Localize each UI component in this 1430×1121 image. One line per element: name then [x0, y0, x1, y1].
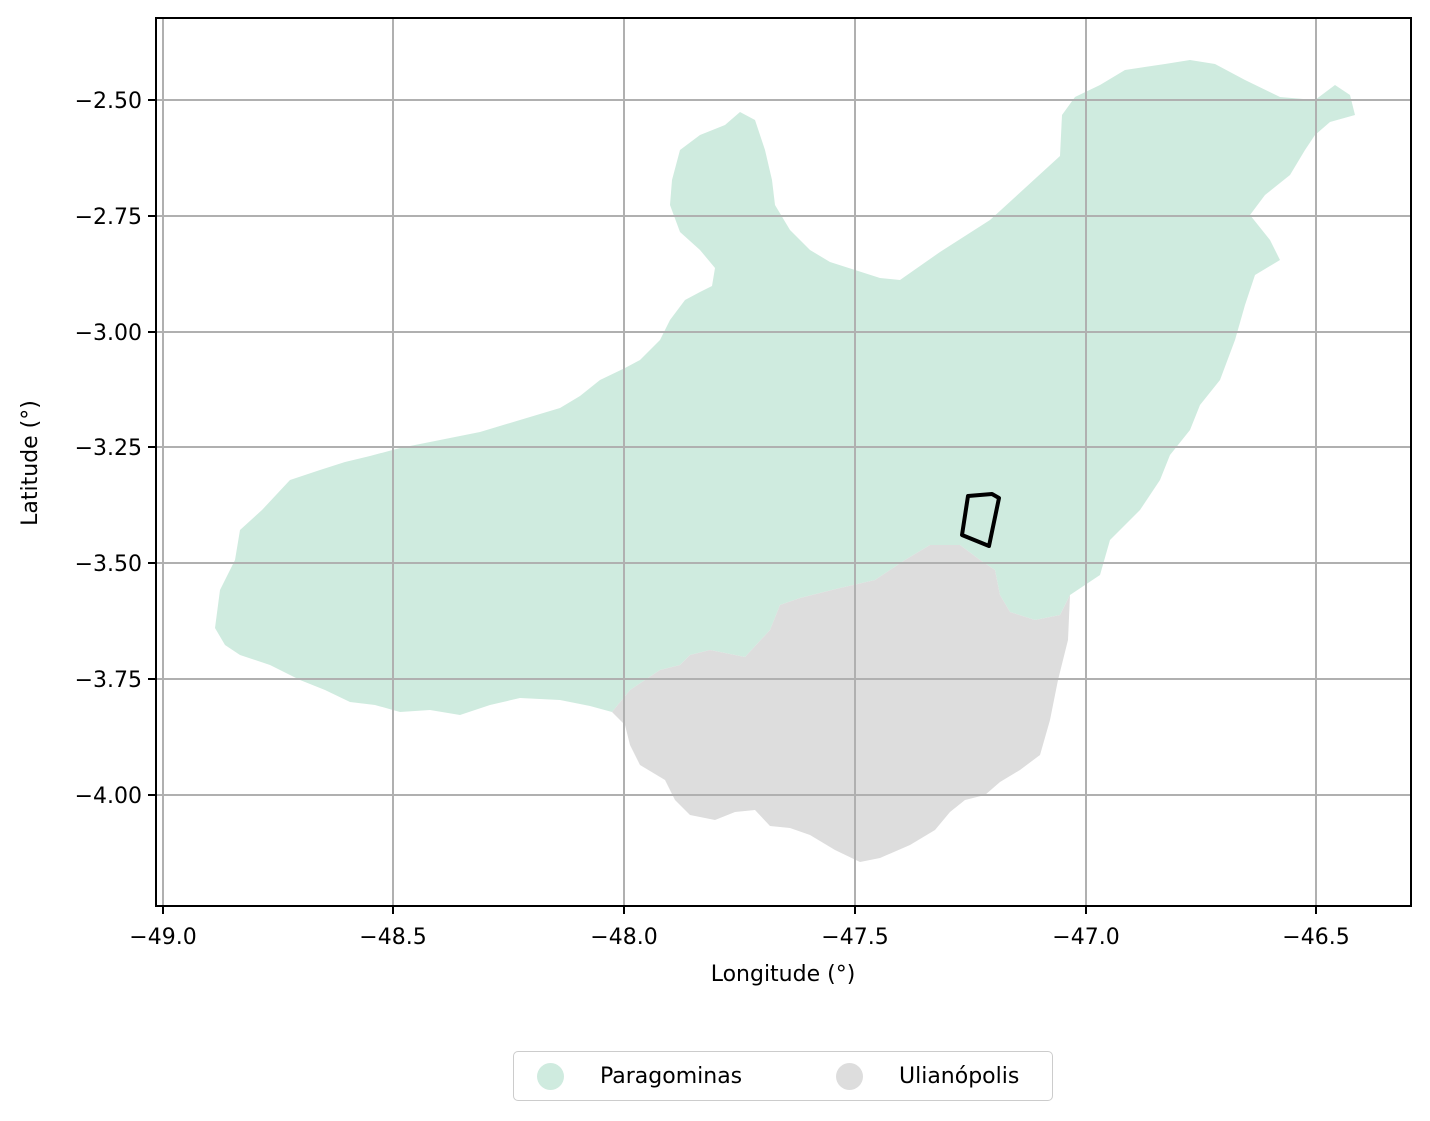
x-tick-label: −47.0 [1052, 925, 1119, 950]
highlighted-study-area [960, 492, 1001, 548]
legend-label: Ulianópolis [899, 1063, 1020, 1089]
legend-label: Paragominas [600, 1063, 743, 1089]
x-tick-label: −47.5 [821, 925, 888, 950]
x-tick-label: −46.5 [1282, 925, 1349, 950]
x-tick-label: −48.0 [590, 925, 657, 950]
y-tick-label: −2.50 [75, 89, 142, 114]
y-axis-label: Latitude (°) [18, 400, 43, 526]
y-tick-label: −3.75 [75, 668, 142, 693]
y-axis-ticks: −2.50 −2.75 −3.00 −3.25 −3.50 −3.75 −4.00 [75, 89, 156, 809]
region-paragominas [215, 60, 1355, 715]
y-tick-label: −2.75 [75, 205, 142, 230]
gridlines [156, 18, 1411, 906]
x-tick-label: −49.0 [129, 925, 196, 950]
legend: Paragominas Ulianópolis [513, 1051, 1053, 1101]
x-tick-label: −48.5 [359, 925, 426, 950]
legend-marker-ulianopolis [836, 1062, 863, 1090]
legend-marker-paragominas [537, 1062, 564, 1090]
axes-frame [155, 17, 1412, 907]
x-axis-label: Longitude (°) [711, 962, 856, 987]
y-tick-label: −4.00 [75, 784, 142, 809]
region-ulianopolis [612, 545, 1070, 862]
legend-item-ulianopolis: Ulianópolis [836, 1052, 1019, 1100]
legend-item-paragominas: Paragominas [537, 1052, 742, 1100]
y-tick-label: −3.00 [75, 321, 142, 346]
y-tick-label: −3.25 [75, 436, 142, 461]
y-tick-label: −3.50 [75, 552, 142, 577]
x-axis-ticks: −49.0 −48.5 −48.0 −47.5 −47.0 −46.5 [129, 906, 1350, 950]
